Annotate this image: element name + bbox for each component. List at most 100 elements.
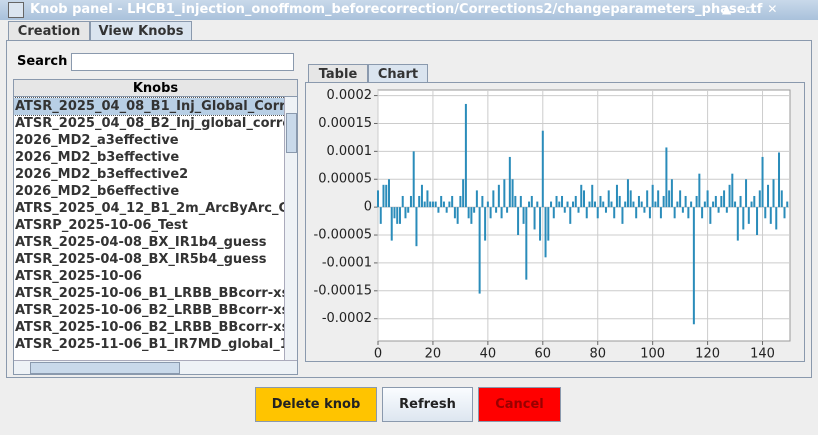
bar <box>736 207 739 241</box>
h-scrollbar[interactable] <box>14 360 297 374</box>
bar <box>412 151 415 208</box>
bar <box>448 201 451 208</box>
cancel-button[interactable]: Cancel <box>478 387 561 422</box>
bar <box>379 207 382 224</box>
bar <box>536 201 539 208</box>
refresh-button[interactable]: Refresh <box>382 387 473 422</box>
knob-item[interactable]: ATSR_2025_04_08_B1_Inj_Global_Correct <box>14 97 286 116</box>
bar <box>618 195 621 208</box>
bar <box>673 207 676 219</box>
bar <box>503 179 506 208</box>
bar <box>786 201 789 208</box>
bar <box>684 195 687 208</box>
knob-item[interactable]: ATRS_2025_04_12_B1_2m_ArcByArc_Coup <box>15 201 285 216</box>
bar <box>572 201 575 208</box>
tab[interactable]: Table <box>308 64 368 84</box>
bar <box>522 207 525 224</box>
knob-item[interactable]: ATSR_2025_04_08_B2_Inj_global_correct <box>15 116 285 131</box>
y-tick-label: 0.0002 <box>327 88 373 103</box>
knob-item[interactable]: ATSR_2025-10-06_B1_LRBB_BBcorr-xsuit <box>15 286 285 301</box>
knob-item[interactable]: ATSR_2025-10-06 <box>15 269 142 284</box>
bar <box>407 207 410 213</box>
bar <box>459 195 462 208</box>
window-controls[interactable]: ▲▫✕ <box>722 2 792 16</box>
bar <box>500 207 503 219</box>
bar <box>643 207 646 213</box>
bar <box>654 201 657 208</box>
bar <box>514 195 517 208</box>
scroll-thumb[interactable] <box>30 362 180 374</box>
scroll-thumb[interactable] <box>286 113 297 153</box>
bar <box>396 207 399 224</box>
y-tick-label: 0.0001 <box>327 144 373 159</box>
y-tick-label: -0.00005 <box>314 228 372 243</box>
bar <box>613 207 616 219</box>
bar <box>409 195 412 208</box>
tab[interactable]: Creation <box>8 21 90 41</box>
bar <box>734 201 737 208</box>
title-bar: Knob panel - LHCB1_injection_onoffmom_be… <box>0 0 818 20</box>
bar <box>753 195 756 208</box>
x-tick-label: 20 <box>425 347 442 362</box>
y-tick-label: -0.0002 <box>322 311 372 326</box>
plot-area <box>377 89 791 342</box>
bar <box>377 190 379 208</box>
bar <box>563 207 566 213</box>
bar <box>517 207 520 236</box>
bar <box>739 195 742 208</box>
knob-item[interactable]: ATSR_2025-10-06_B2_LRBB_BBcorr-xsuit <box>15 303 285 318</box>
tab[interactable]: View Knobs <box>90 21 192 41</box>
search-label: Search <box>17 54 68 69</box>
bar <box>690 201 693 208</box>
bar <box>769 207 772 224</box>
knob-item[interactable]: ATSR_2025-04-08_BX_IR5b4_guess <box>15 252 267 267</box>
bar <box>481 195 484 208</box>
bar <box>462 179 465 208</box>
bar <box>637 195 640 208</box>
delete-button[interactable]: Delete knob <box>255 387 377 422</box>
chart-panel: 0.0002 0.00015 0.0001 0.00005 0 -0.00005 -0.00… <box>305 82 805 362</box>
bar <box>539 207 542 241</box>
v-scrollbar[interactable] <box>284 97 297 361</box>
bar <box>629 190 632 208</box>
bar <box>588 201 591 208</box>
bar <box>390 207 393 241</box>
knob-item[interactable]: ATSR_2025-04-08_BX_IR1b4_guess <box>15 235 267 250</box>
knob-item[interactable]: 2026_MD2_b3effective2 <box>15 167 189 182</box>
bar <box>393 207 396 219</box>
bar <box>511 179 514 208</box>
bar <box>681 207 684 213</box>
knob-item[interactable]: 2026_MD2_a3effective <box>15 133 179 148</box>
bar <box>420 184 423 208</box>
bar <box>761 156 764 208</box>
knob-item[interactable]: ATSRP_2025-10-06_Test <box>15 218 188 233</box>
bar <box>440 195 443 208</box>
bar <box>662 195 665 208</box>
search-input[interactable] <box>71 53 294 71</box>
bar <box>484 207 487 241</box>
bar <box>687 207 690 219</box>
knob-item[interactable]: 2026_MD2_b6effective <box>15 184 180 199</box>
bar <box>453 207 456 219</box>
x-tick-label: 0 <box>374 347 382 362</box>
x-tick-label: 140 <box>750 347 775 362</box>
bar <box>703 201 706 208</box>
bar <box>473 207 476 213</box>
knob-item[interactable]: ATSR_2025-10-06_B2_LRBB_BBcorr-xsuit <box>15 320 285 335</box>
bar <box>495 207 498 213</box>
knob-item[interactable]: ATSR_2025-11-06_B1_IR7MD_global_18c <box>15 337 285 352</box>
bar <box>747 207 750 224</box>
bar <box>657 190 660 208</box>
bar <box>742 207 745 230</box>
knob-item[interactable]: 2026_MD2_b3effective <box>15 150 180 165</box>
y-tick-label: -0.00015 <box>314 283 372 298</box>
bar <box>541 130 544 208</box>
tab[interactable]: Chart <box>368 64 428 84</box>
bar <box>596 207 599 219</box>
bar <box>665 147 668 208</box>
bar <box>676 201 679 208</box>
x-tick-label: 100 <box>640 347 665 362</box>
bar <box>429 201 432 208</box>
bar <box>745 179 748 208</box>
